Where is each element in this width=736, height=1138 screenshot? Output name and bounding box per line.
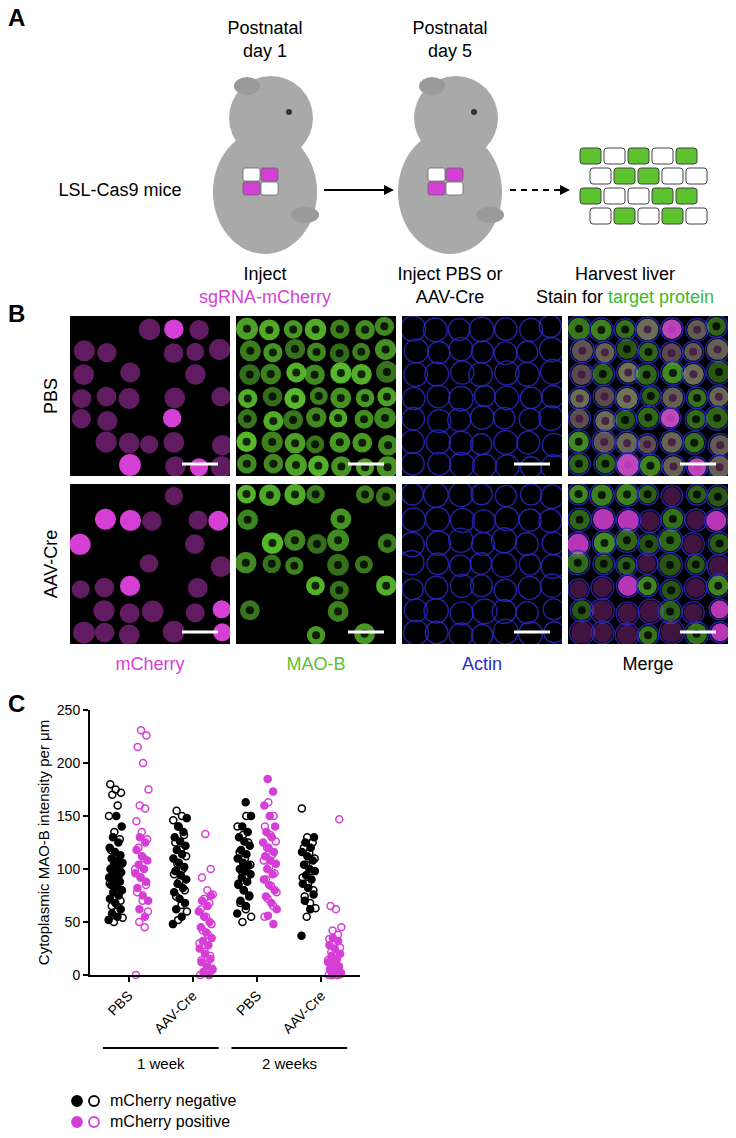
- svg-text:Cytoplasmic MAO-B intensity pe: Cytoplasmic MAO-B intensity per μm: [35, 720, 52, 965]
- svg-text:AAV-Cre: AAV-Cre: [279, 987, 328, 1036]
- svg-text:150: 150: [57, 808, 81, 824]
- svg-text:MAO-B: MAO-B: [286, 654, 345, 674]
- html-text:C: C: [8, 690, 26, 717]
- svg-text:50: 50: [65, 914, 81, 930]
- svg-text:PBS: PBS: [105, 988, 136, 1019]
- svg-text:Actin: Actin: [462, 654, 502, 674]
- svg-text:200: 200: [57, 755, 81, 771]
- svg-text:Harvest liver: Harvest liver: [575, 264, 675, 284]
- svg-text:AAV-Cre: AAV-Cre: [41, 530, 61, 599]
- svg-text:250: 250: [57, 702, 81, 718]
- svg-text:Postnatal: Postnatal: [227, 18, 302, 38]
- svg-text:A: A: [8, 4, 25, 31]
- svg-text:LSL-Cas9 mice: LSL-Cas9 mice: [58, 180, 181, 200]
- svg-text:day 5: day 5: [428, 41, 472, 61]
- svg-text:Stain for target protein: Stain for target protein: [536, 287, 714, 307]
- html-text:mCherry negative: mCherry negative: [110, 1091, 237, 1109]
- svg-text:1 week: 1 week: [137, 1055, 185, 1072]
- svg-text:Postnatal: Postnatal: [412, 18, 487, 38]
- svg-text:AAV-Cre: AAV-Cre: [416, 287, 485, 307]
- svg-text:2 weeks: 2 weeks: [262, 1055, 317, 1072]
- svg-text:Inject PBS or: Inject PBS or: [397, 264, 502, 284]
- svg-text:PBS: PBS: [233, 988, 264, 1019]
- svg-text:Merge: Merge: [622, 654, 673, 674]
- svg-text:PBS: PBS: [41, 378, 61, 414]
- svg-text:mCherry: mCherry: [115, 654, 184, 674]
- svg-text:Inject: Inject: [243, 264, 286, 284]
- svg-text:B: B: [8, 300, 25, 327]
- svg-text:sgRNA-mCherry: sgRNA-mCherry: [199, 287, 331, 307]
- svg-text:0: 0: [72, 967, 80, 983]
- svg-text:AAV-Cre: AAV-Cre: [151, 987, 200, 1036]
- svg-text:day 1: day 1: [243, 41, 287, 61]
- svg-text:100: 100: [57, 861, 81, 877]
- html-text:mCherry positive: mCherry positive: [110, 1112, 230, 1130]
